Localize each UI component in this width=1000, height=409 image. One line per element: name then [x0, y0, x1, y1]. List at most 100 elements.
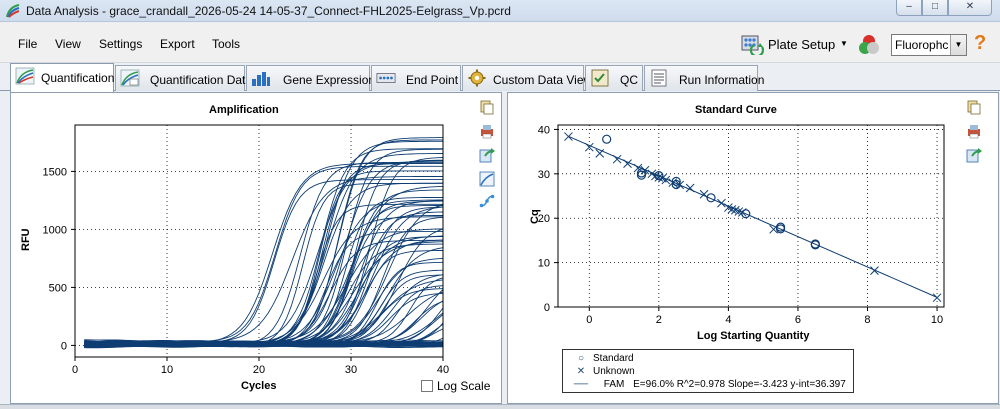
- tab-end-point[interactable]: End Point: [371, 65, 461, 91]
- tab-qc[interactable]: QC: [585, 65, 643, 91]
- standard-point: [602, 134, 612, 144]
- legend-entry-standard: ○ Standard: [569, 353, 634, 367]
- tab-label: Quantification Data: [150, 73, 253, 87]
- tab-label: Custom Data View: [493, 73, 593, 87]
- unknown-point: [584, 142, 594, 152]
- unknown-point: [932, 293, 942, 303]
- amplification-curve: [84, 206, 444, 347]
- y-tick-label: 1500: [43, 166, 67, 178]
- amplification-curve: [84, 140, 443, 346]
- standard-curve-legend: ○ Standard ✕ Unknown ── FAM E=96.0% R^2=0.…: [562, 349, 854, 393]
- standard-curve-chart-title: Standard Curve: [695, 104, 777, 116]
- unknown-point: [717, 198, 726, 208]
- standard-curve-chart[interactable]: 0 2 4 6 8 10 0 10 20 30 40 Log Starting Quantity Cq: [508, 93, 998, 403]
- fluorophore-select[interactable]: Fluorophc ▼: [891, 34, 967, 56]
- amplification-curve: [84, 165, 443, 343]
- unknown-point-stroke: [769, 224, 778, 234]
- unknown-point-stroke: [734, 207, 744, 216]
- y-tick-label: 20: [538, 213, 550, 225]
- checkbox-box[interactable]: [421, 380, 433, 392]
- x-tick-label: 4: [725, 314, 731, 326]
- maximize-button[interactable]: □: [922, 0, 948, 16]
- chevron-down-icon: ▼: [840, 39, 848, 48]
- menu-settings[interactable]: Settings: [99, 37, 143, 51]
- tab-run-information[interactable]: Run Information: [644, 65, 764, 91]
- title-bar: Data Analysis - grace_crandall_2026-05-2…: [0, 0, 1000, 22]
- fluorophore-color-icon[interactable]: [856, 33, 882, 55]
- amplification-curve: [84, 200, 444, 343]
- legend-entry-unknown: ✕ Unknown: [569, 366, 635, 380]
- print-icon[interactable]: [479, 123, 495, 139]
- window-title: Data Analysis - grace_crandall_2026-05-2…: [26, 4, 511, 18]
- plate-setup-label: Plate Setup: [768, 37, 836, 52]
- y-tick-label: 1000: [43, 224, 67, 236]
- unknown-point-stroke: [727, 204, 737, 214]
- copy-icon[interactable]: [966, 99, 982, 115]
- tab-strip: Quantification Quantification Data Gene …: [0, 63, 1000, 92]
- tab-quantification-data[interactable]: Quantification Data: [115, 65, 252, 91]
- chevron-down-icon: ▼: [950, 35, 966, 55]
- standard-point: [810, 240, 820, 250]
- unknown-point: [737, 208, 747, 217]
- y-tick-label: 30: [538, 169, 550, 181]
- x-tick-label: 0: [72, 364, 78, 376]
- legend-label: Standard: [593, 353, 634, 364]
- zoom-chart-icon[interactable]: [479, 171, 495, 187]
- menu-view[interactable]: View: [55, 37, 81, 51]
- plate-setup-button[interactable]: Plate Setup ▼: [740, 31, 850, 57]
- unknown-point-stroke: [640, 165, 650, 175]
- unknown-point: [685, 183, 695, 193]
- unknown-point: [675, 180, 685, 190]
- curve-fit-icon[interactable]: [479, 193, 495, 209]
- unknown-point: [633, 163, 643, 173]
- x-tick-label: 20: [253, 364, 265, 376]
- amplification-icon: [15, 67, 35, 85]
- unknown-point-stroke: [699, 189, 709, 199]
- close-button[interactable]: ✕: [948, 0, 992, 16]
- amplification-curve: [84, 289, 444, 346]
- unknown-point-stroke: [595, 149, 605, 158]
- amplification-chart-title: Amplification: [209, 104, 279, 116]
- amplification-curve: [84, 288, 444, 346]
- menu-file[interactable]: File: [18, 37, 38, 51]
- tab-gene-expression[interactable]: Gene Expression: [246, 65, 375, 91]
- unknown-point: [654, 173, 664, 182]
- unknown-point-stroke: [730, 205, 740, 215]
- unknown-point-stroke: [685, 183, 695, 193]
- tab-quantification[interactable]: Quantification: [10, 63, 114, 92]
- unknown-point-stroke: [647, 169, 657, 179]
- unknown-point: [668, 178, 678, 188]
- amplification-chart[interactable]: 0 10 20 30 40 0 500 1000 1500 Cycles RFU: [11, 93, 501, 403]
- export-icon[interactable]: [479, 147, 495, 163]
- unknown-point-stroke: [870, 266, 879, 275]
- unknown-point: [699, 189, 709, 199]
- amplification-curve: [84, 343, 444, 348]
- circle-marker-icon: ○: [577, 353, 585, 364]
- unknown-point: [623, 159, 632, 168]
- help-button[interactable]: ?: [974, 32, 987, 54]
- tab-label: Quantification: [41, 71, 115, 85]
- end-point-icon: [376, 73, 396, 83]
- unknown-point: [870, 266, 879, 275]
- legend-entry-fit: ── FAM E=96.0% R^2=0.978 Slope=-3.423 y-…: [569, 379, 846, 393]
- export-icon[interactable]: [966, 147, 982, 163]
- amplification-curve: [84, 204, 444, 344]
- standard-point: [741, 209, 751, 219]
- amplification-curve: [84, 148, 444, 344]
- log-scale-checkbox[interactable]: Log Scale: [421, 379, 490, 393]
- unknown-point-stroke: [657, 173, 667, 183]
- unknown-point-stroke: [633, 163, 643, 173]
- unknown-point-stroke: [584, 142, 594, 152]
- amplification-curve: [84, 189, 444, 345]
- unknown-point-stroke: [623, 159, 632, 168]
- x-tick-label: 30: [345, 364, 357, 376]
- menu-tools[interactable]: Tools: [212, 37, 241, 51]
- minimize-button[interactable]: –: [896, 0, 922, 16]
- copy-icon[interactable]: [479, 99, 495, 115]
- print-icon[interactable]: [966, 123, 982, 139]
- menu-export[interactable]: Export: [160, 37, 195, 51]
- bar-chart-icon: [252, 72, 270, 86]
- tab-custom-data-view[interactable]: Custom Data View: [462, 65, 592, 91]
- amplification-curve: [84, 148, 443, 345]
